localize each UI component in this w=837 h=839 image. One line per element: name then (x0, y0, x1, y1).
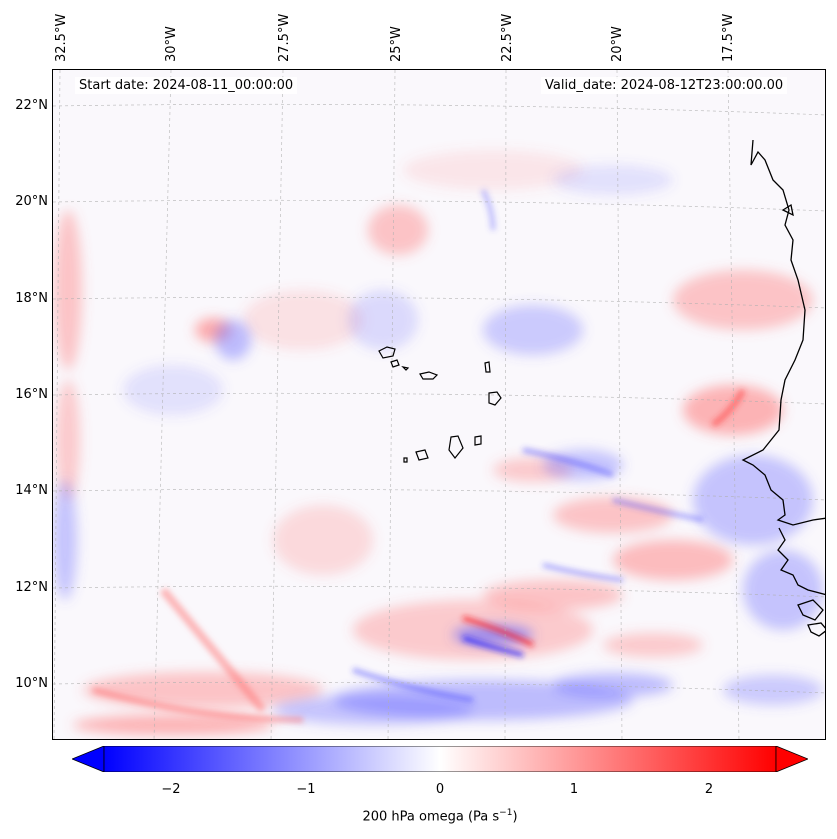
lon-label-27-5w: 27.5°W (277, 13, 292, 62)
start-date-label: Start date: 2024-08-11_00:00:00 (75, 77, 298, 94)
colorbar-tick-1: 1 (569, 782, 579, 797)
valid-date-label: Valid_date: 2024-08-12T23:00:00.00 (541, 77, 788, 94)
colorbar-tick-minus-2: −2 (161, 782, 181, 797)
lon-label-32-5w: 32.5°W (54, 13, 69, 62)
lon-label-17-5w: 17.5°W (721, 13, 736, 62)
negative-omega-areas (53, 165, 823, 725)
colorbar-tick-2: 2 (704, 782, 714, 797)
lon-label-20w: 20°W (610, 26, 625, 62)
african-coastline (741, 139, 825, 637)
lon-label-30w: 30°W (164, 26, 179, 62)
lat-label-14n: 14°N (15, 483, 48, 498)
colorbar-tick-minus-1: −1 (296, 782, 316, 797)
colorbar-low-arrow (70, 745, 105, 773)
omega-streaks (92, 188, 746, 723)
graticule (53, 70, 825, 739)
lon-label-22-5w: 22.5°W (500, 13, 515, 62)
lat-label-22n: 22°N (15, 98, 48, 113)
colorbar (70, 745, 810, 776)
cabo-verde-islands (378, 346, 502, 463)
colorbar-label-exponent: −1 (499, 808, 513, 818)
colorbar-label-prefix: 200 hPa omega (Pa s (362, 809, 500, 825)
colorbar-label-suffix: ) (512, 809, 518, 825)
colorbar-high-arrow (775, 745, 810, 773)
colorbar-tick-0: 0 (435, 782, 445, 797)
colorbar-label: 200 hPa omega (Pa s−1) (0, 808, 837, 824)
lat-label-12n: 12°N (15, 580, 48, 595)
lat-label-10n: 10°N (15, 676, 48, 691)
colorbar-graphic (70, 745, 810, 776)
omega-field-map (53, 70, 825, 739)
lat-label-18n: 18°N (15, 291, 48, 306)
lat-label-16n: 16°N (15, 387, 48, 402)
colorbar-gradient (103, 745, 777, 773)
map-panel (52, 69, 826, 740)
lat-label-20n: 20°N (15, 194, 48, 209)
lon-label-25w: 25°W (389, 26, 404, 62)
